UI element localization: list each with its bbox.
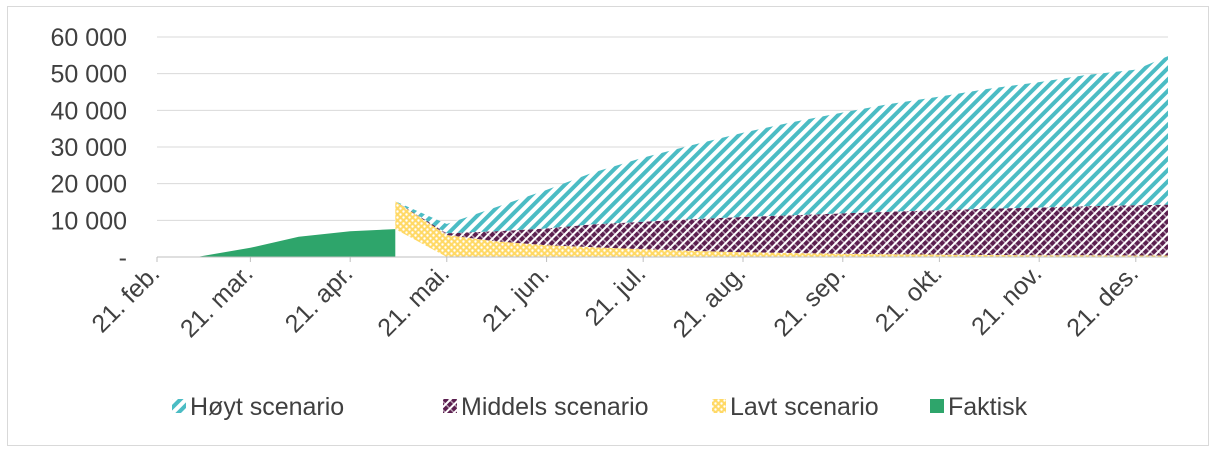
y-tick-label: 50 000 — [51, 61, 127, 89]
area-faktisk — [157, 229, 396, 257]
legend-label-høyt-scenario: Høyt scenario — [190, 393, 344, 421]
legend: Høyt scenario Middels scenario Lavt scenar… — [172, 393, 1028, 421]
area-middels-scenario — [395, 201, 1168, 256]
x-axis-labels: 21. feb. 21. mar. 21. apr. 21. mai. 21. jun.… — [86, 259, 1144, 343]
x-tick-label: 21. okt. — [870, 259, 948, 337]
y-tick-label: 20 000 — [51, 171, 127, 199]
legend-swatch-høyt-scenario — [172, 399, 186, 413]
y-tick-label: - — [119, 244, 127, 272]
area-series — [157, 56, 1168, 257]
x-tick-label: 21. jul. — [580, 259, 652, 331]
legend-swatch-lavt-scenario — [712, 399, 726, 413]
x-tick-label: 21. des. — [1061, 259, 1144, 342]
x-tick-label: 21. mai. — [372, 259, 455, 342]
x-tick-label: 21. jun. — [477, 259, 555, 337]
legend-label-lavt-scenario: Lavt scenario — [730, 393, 879, 421]
x-tick-label: 21. aug. — [668, 259, 752, 343]
legend-swatch-faktisk — [930, 399, 944, 413]
legend-label-middels-scenario: Middels scenario — [461, 393, 649, 421]
y-axis-labels: - 10 000 20 000 30 000 40 000 50 000 60 000 — [51, 24, 127, 272]
y-tick-label: 40 000 — [51, 97, 127, 125]
y-tick-label: 60 000 — [51, 24, 127, 52]
area-lavt-scenario — [395, 201, 1168, 257]
y-tick-label: 30 000 — [51, 134, 127, 162]
x-axis — [156, 256, 1168, 262]
x-tick-label: 21. apr. — [280, 259, 359, 338]
area-høyt-scenario — [395, 56, 1168, 234]
legend-label-faktisk: Faktisk — [948, 393, 1028, 421]
y-tick-label: 10 000 — [51, 207, 127, 235]
x-tick-label: 21. nov. — [966, 259, 1047, 340]
x-tick-label: 21. mar. — [175, 259, 259, 343]
x-tick-label: 21. sep. — [768, 259, 851, 342]
legend-swatch-middels-scenario — [443, 399, 457, 413]
